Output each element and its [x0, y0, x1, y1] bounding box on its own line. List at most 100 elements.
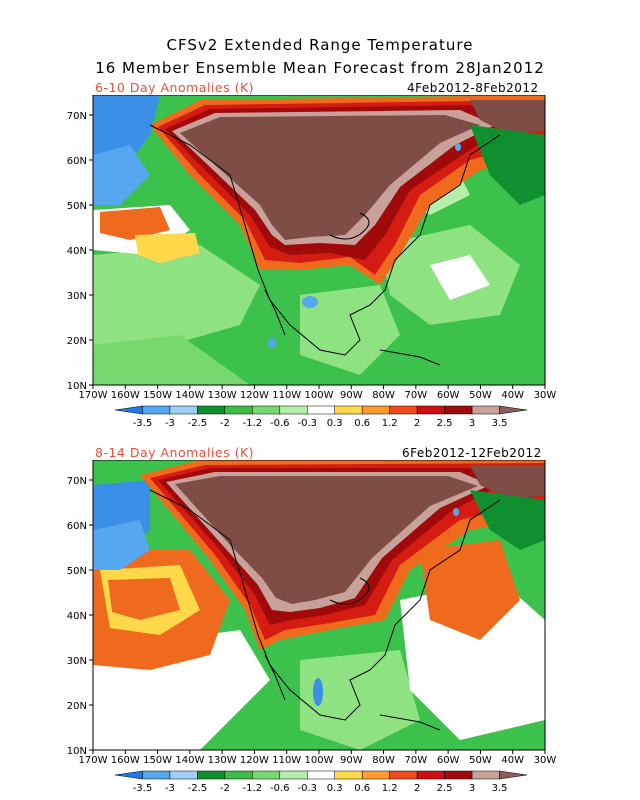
- colorbar-swatch: [416, 770, 445, 780]
- chart-title: CFSv2 Extended Range Temperature: [166, 36, 474, 54]
- panel1-lon-axis: 170W 160W 150W 140W 130W 120W 110W 100W 90W 80W 70…: [79, 385, 557, 401]
- colorbar-label: -3.5: [133, 418, 153, 429]
- colorbar-label: -3: [165, 418, 175, 429]
- colorbar-swatch: [197, 770, 226, 780]
- lat-tick-label: 70N: [67, 111, 87, 122]
- lat-tick-label: 10N: [67, 381, 87, 392]
- colorbar-label: 1.2: [382, 418, 398, 429]
- panel2-dates: 6Feb2012-12Feb2012: [402, 446, 542, 460]
- lon-tick-label: 110W: [272, 390, 301, 401]
- lon-tick-label: 150W: [143, 755, 172, 766]
- colorbar-swatch: [169, 770, 198, 780]
- panel1-lat-axis: 10N 20N 30N 40N 50N 60N 70N: [67, 111, 93, 392]
- colorbar-label: 2.5: [437, 418, 453, 429]
- colorbar-swatch: [389, 770, 418, 780]
- colorbar-swatch: [142, 770, 171, 780]
- colorbar-swatch: [361, 770, 390, 780]
- lon-tick-label: 80W: [372, 755, 395, 766]
- lat-tick-label: 40N: [67, 611, 87, 622]
- lat-tick-label: 30N: [67, 291, 87, 302]
- colorbar-label: -3: [165, 783, 175, 794]
- lon-tick-label: 30W: [534, 390, 557, 401]
- colorbar-label: -0.3: [298, 783, 318, 794]
- colorbar-swatch: [279, 405, 308, 415]
- colorbar-swatch: [197, 405, 226, 415]
- colorbar-swatch: [471, 770, 500, 780]
- panel2-colorbar: -3.5 -3 -2.5 -2 -1.2 -0.6 -0.3 0.3 0.6 1.2 2 2.5 3 3.…: [114, 770, 528, 794]
- lon-tick-label: 170W: [79, 390, 108, 401]
- colorbar-swatch: [279, 770, 308, 780]
- colorbar-label: -0.6: [270, 783, 290, 794]
- lon-tick-label: 120W: [240, 390, 269, 401]
- lon-tick-label: 160W: [111, 755, 140, 766]
- colorbar-swatch: [389, 405, 418, 415]
- colorbar-label: 0.3: [327, 418, 343, 429]
- lat-tick-label: 50N: [67, 201, 87, 212]
- colorbar-label: 3.5: [492, 418, 508, 429]
- colorbar-label: -2: [220, 783, 230, 794]
- colorbar-swatch: [307, 770, 335, 780]
- panel2-coastline: [149, 489, 501, 731]
- colorbar-swatch: [499, 405, 528, 415]
- lon-tick-label: 50W: [469, 390, 492, 401]
- lon-tick-label: 100W: [305, 755, 334, 766]
- panel1-map: 10N 20N 30N 40N 50N 60N 70N 170W 160W 150W 140W 13…: [67, 95, 557, 429]
- lon-tick-label: 170W: [79, 755, 108, 766]
- lat-tick-label: 50N: [67, 566, 87, 577]
- colorbar-swatch: [334, 405, 363, 415]
- lon-tick-label: 80W: [372, 390, 395, 401]
- colorbar-label: -0.6: [270, 418, 290, 429]
- panel1-colorbar: -3.5 -3 -2.5 -2 -1.2 -0.6 -0.3 0.3 0.6 1.2 2 2.5 3 3.…: [114, 405, 528, 429]
- lon-tick-label: 120W: [240, 755, 269, 766]
- chart-subtitle: 16 Member Ensemble Mean Forecast from 28…: [95, 59, 545, 77]
- lon-tick-label: 40W: [501, 390, 524, 401]
- colorbar-swatch: [416, 405, 445, 415]
- colorbar-label: -2.5: [188, 783, 208, 794]
- lon-tick-label: 140W: [175, 390, 204, 401]
- lat-tick-label: 20N: [67, 336, 87, 347]
- lon-tick-label: 60W: [437, 390, 460, 401]
- panel2-lon-axis: 170W 160W 150W 140W 130W 120W 110W 100W 90W 80W 70…: [79, 750, 556, 766]
- lon-tick-label: 130W: [208, 755, 237, 766]
- colorbar-swatch: [471, 405, 500, 415]
- lon-tick-label: 70W: [405, 390, 428, 401]
- lat-tick-label: 60N: [67, 521, 87, 532]
- lon-tick-label: 100W: [305, 390, 334, 401]
- colorbar-label: 3: [469, 783, 475, 794]
- lat-tick-label: 10N: [67, 746, 87, 757]
- lat-tick-label: 70N: [67, 476, 87, 487]
- colorbar-swatch: [114, 770, 143, 780]
- colorbar-swatch: [224, 770, 253, 780]
- lon-tick-label: 60W: [437, 755, 460, 766]
- lon-tick-label: 130W: [208, 390, 237, 401]
- colorbar-label: 0.3: [327, 783, 343, 794]
- colorbar-label: 2: [414, 783, 420, 794]
- panel1-label: 6-10 Day Anomalies (K): [95, 80, 255, 95]
- lat-tick-label: 20N: [67, 701, 87, 712]
- lon-tick-label: 110W: [272, 755, 301, 766]
- colorbar-label: -2.5: [188, 418, 208, 429]
- colorbar-swatch: [361, 405, 390, 415]
- colorbar-label: 0.6: [354, 418, 370, 429]
- colorbar-swatch: [444, 770, 473, 780]
- lat-tick-label: 60N: [67, 156, 87, 167]
- lon-tick-label: 160W: [111, 390, 140, 401]
- colorbar-label: 3.5: [492, 783, 508, 794]
- colorbar-label: 3: [469, 418, 475, 429]
- colorbar-label: -1.2: [243, 783, 263, 794]
- lon-tick-label: 70W: [405, 755, 428, 766]
- lat-tick-label: 40N: [67, 246, 87, 257]
- lon-tick-label: 90W: [340, 755, 363, 766]
- colorbar-label: 2: [414, 418, 420, 429]
- lon-tick-label: 40W: [501, 755, 524, 766]
- panel2-lat-axis: 10N 20N 30N 40N 50N 60N 70N: [67, 476, 93, 757]
- colorbar-swatch: [499, 770, 528, 780]
- colorbar-swatch: [224, 405, 253, 415]
- colorbar-swatch: [114, 405, 143, 415]
- lon-tick-label: 150W: [143, 390, 172, 401]
- colorbar-swatch: [307, 405, 335, 415]
- colorbar-swatch: [334, 770, 363, 780]
- colorbar-label: -3.5: [133, 783, 153, 794]
- colorbar-label: 2.5: [437, 783, 453, 794]
- colorbar-label: -2: [220, 418, 230, 429]
